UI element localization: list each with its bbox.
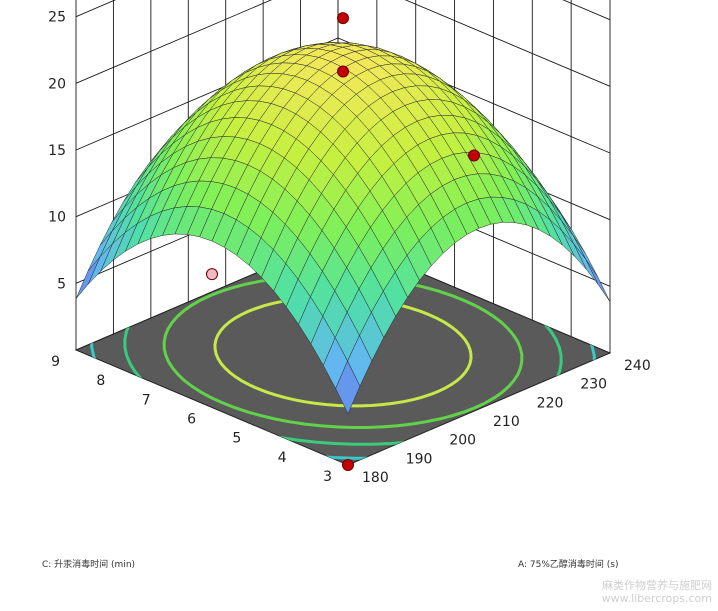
x-tick-label: 180 xyxy=(362,470,389,486)
y-axis-title: C: 升汞消毒时间 (min) xyxy=(42,558,135,570)
surface-cell xyxy=(573,243,599,285)
surface-cell xyxy=(585,259,611,302)
y-tick-label: 6 xyxy=(187,412,196,428)
design-point xyxy=(337,12,349,25)
design-point xyxy=(206,268,218,281)
y-tick-label: 8 xyxy=(96,373,105,389)
wall-gridline xyxy=(75,37,611,154)
x-tick-label: 200 xyxy=(449,433,476,449)
axis-ticks: 510152025301801902002102202302403456789 xyxy=(48,10,651,486)
watermark: 麻类作物营养与施肥网 www.libercrops.com xyxy=(602,579,712,605)
y-tick-label: 9 xyxy=(51,354,60,370)
z-tick-label: 25 xyxy=(48,10,66,26)
design-point xyxy=(337,65,349,78)
x-tick-label: 230 xyxy=(580,377,607,393)
z-tick-label: 20 xyxy=(48,76,66,92)
z-tick-label: 10 xyxy=(48,210,66,226)
x-axis-title: A: 75%乙醇消毒时间 (s) xyxy=(518,558,618,570)
wall-gridline xyxy=(75,0,611,87)
design-points xyxy=(206,12,480,471)
watermark-line-2: www.libercrops.com xyxy=(601,592,712,605)
design-point xyxy=(468,149,480,162)
response-surface xyxy=(75,42,611,415)
watermark-line-1: 麻类作物营养与施肥网 xyxy=(602,579,712,592)
surface-cell xyxy=(75,256,101,299)
x-tick-label: 220 xyxy=(537,395,564,411)
x-tick-label: 190 xyxy=(406,451,433,467)
surface-cell xyxy=(335,360,361,415)
x-tick-label: 240 xyxy=(624,358,651,374)
y-tick-label: 5 xyxy=(232,431,241,447)
y-tick-label: 3 xyxy=(323,469,332,485)
x-tick-label: 210 xyxy=(493,414,520,430)
z-tick-label: 15 xyxy=(48,143,66,159)
y-tick-label: 7 xyxy=(142,392,151,408)
y-tick-label: 4 xyxy=(278,450,287,466)
design-point xyxy=(342,459,354,471)
z-tick-label: 5 xyxy=(57,276,66,292)
